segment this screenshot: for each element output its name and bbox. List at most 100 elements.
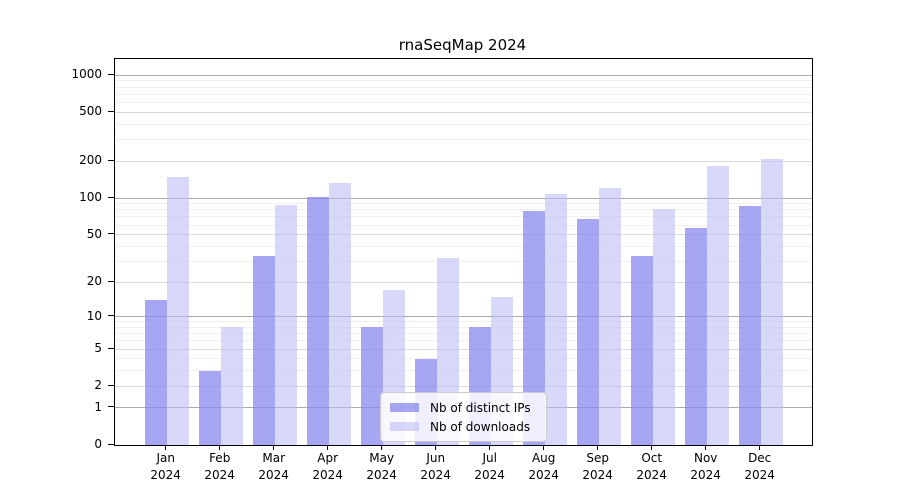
gridline-mid (115, 348, 812, 350)
legend-label-downloads: Nb of downloads (430, 419, 531, 434)
y-tick (108, 315, 114, 317)
gridline-mid (115, 281, 812, 283)
bar-feb-downloads (220, 327, 243, 445)
gridline-minor (115, 80, 812, 82)
gridline-major (115, 74, 812, 76)
y-tick (108, 110, 114, 112)
y-tick (108, 406, 114, 408)
x-tick-label: Aug 2024 (528, 451, 559, 482)
x-tick (705, 445, 707, 450)
bar-may-distinct-ips (360, 327, 383, 445)
legend-item-distinct-ips: Nb of distinct IPs (390, 398, 537, 417)
gridline-minor (115, 224, 812, 226)
gridline-minor (115, 370, 812, 372)
x-tick-label: Feb 2024 (204, 451, 235, 482)
y-tick-label: 1000 (71, 67, 102, 82)
x-tick-label: Jan 2024 (150, 451, 181, 482)
bar-aug-downloads (544, 193, 567, 445)
y-tick-label: 20 (86, 274, 102, 289)
x-tick-label: Jul 2024 (474, 451, 505, 482)
gridline-minor (115, 245, 812, 247)
y-tick-label: 5 (94, 341, 102, 356)
x-tick (165, 445, 167, 450)
y-tick (108, 384, 114, 386)
x-tick (651, 445, 653, 450)
legend-item-downloads: Nb of downloads (390, 417, 537, 436)
y-tick (108, 280, 114, 282)
y-tick-label: 100 (79, 190, 102, 205)
x-tick-label: May 2024 (366, 451, 397, 482)
gridline-minor (115, 340, 812, 342)
gridline-mid (115, 160, 812, 162)
gridline-minor (115, 216, 812, 218)
x-tick (489, 445, 491, 450)
gridline-minor (115, 326, 812, 328)
y-tick-label: 10 (86, 308, 102, 323)
y-tick-label: 2 (94, 378, 102, 393)
gridline-major (115, 197, 812, 199)
bar-dec-downloads (760, 158, 783, 445)
x-tick (597, 445, 599, 450)
y-tick (108, 196, 114, 198)
bar-mar-downloads (274, 204, 297, 445)
chart-title: rnaSeqMap 2024 (398, 36, 527, 54)
bar-jan-distinct-ips (144, 300, 167, 445)
bar-nov-distinct-ips (684, 227, 707, 445)
gridline-minor (115, 102, 812, 104)
bar-aug-distinct-ips (522, 210, 545, 445)
x-tick-label: Oct 2024 (636, 451, 667, 482)
y-tick-label: 500 (79, 104, 102, 119)
x-tick (327, 445, 329, 450)
gridline-minor (115, 93, 812, 95)
gridline-minor (115, 358, 812, 360)
x-tick (381, 445, 383, 450)
x-tick-label: Dec 2024 (744, 451, 775, 482)
gridline-minor (115, 333, 812, 335)
x-tick (273, 445, 275, 450)
y-tick (108, 73, 114, 75)
y-tick (108, 443, 114, 445)
y-tick (108, 159, 114, 161)
bar-sep-distinct-ips (576, 219, 599, 445)
gridline-major (115, 316, 812, 318)
x-tick-label: Apr 2024 (312, 451, 343, 482)
bar-nov-downloads (706, 165, 729, 445)
y-tick-label: 50 (86, 226, 102, 241)
bar-mar-distinct-ips (252, 256, 275, 445)
legend: Nb of distinct IPs Nb of downloads (380, 392, 547, 442)
y-tick (108, 233, 114, 235)
gridline-minor (115, 86, 812, 88)
y-tick-label: 0 (94, 437, 102, 451)
plot-area (114, 58, 813, 446)
x-tick (435, 445, 437, 450)
x-tick (219, 445, 221, 450)
gridline-mid (115, 385, 812, 387)
bar-apr-downloads (328, 183, 351, 445)
x-tick (759, 445, 761, 450)
bar-apr-distinct-ips (306, 197, 329, 445)
bar-oct-distinct-ips (630, 256, 653, 445)
x-tick-label: Jun 2024 (420, 451, 451, 482)
bar-feb-distinct-ips (198, 370, 221, 445)
x-tick-label: Sep 2024 (582, 451, 613, 482)
x-tick-label: Nov 2024 (690, 451, 721, 482)
legend-swatch-downloads (390, 422, 419, 431)
gridline-mid (115, 234, 812, 236)
x-tick (543, 445, 545, 450)
y-tick-label: 200 (79, 153, 102, 168)
y-tick (108, 347, 114, 349)
gridline-minor (115, 321, 812, 323)
y-tick-label: 1 (94, 399, 102, 414)
x-tick-label: Mar 2024 (258, 451, 289, 482)
gridline-mid (115, 111, 812, 113)
bar-dec-distinct-ips (738, 206, 761, 445)
gridline-minor (115, 260, 812, 262)
bar-oct-downloads (652, 208, 675, 445)
legend-label-distinct-ips: Nb of distinct IPs (430, 400, 531, 415)
gridline-minor (115, 123, 812, 125)
legend-swatch-distinct-ips (390, 403, 419, 412)
bar-jan-downloads (166, 176, 189, 445)
gridline-minor (115, 209, 812, 211)
gridline-minor (115, 139, 812, 141)
